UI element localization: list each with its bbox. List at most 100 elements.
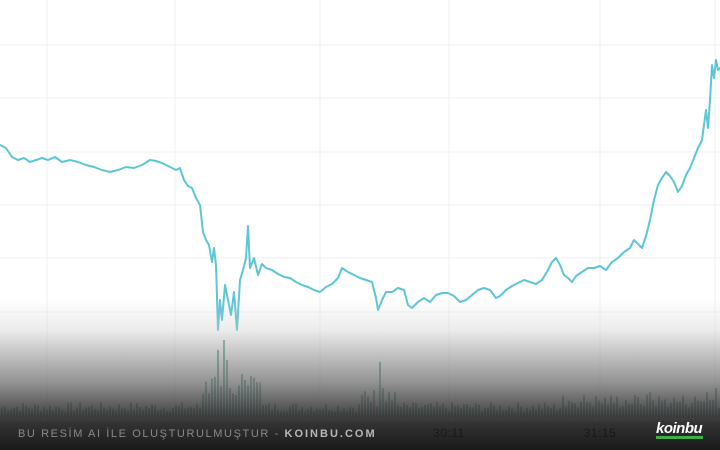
volume-bar (637, 396, 639, 418)
volume-bar (439, 405, 441, 418)
volume-bar (472, 407, 474, 418)
volume-bar (463, 404, 465, 418)
volume-bar (484, 408, 486, 418)
volume-bar (187, 407, 189, 418)
volume-bar (628, 404, 630, 418)
volume-bar (214, 376, 216, 418)
volume-bar (652, 400, 654, 418)
volume-bar (331, 410, 333, 418)
volume-bar (31, 409, 33, 418)
volume-bar (148, 407, 150, 418)
volume-bar (295, 403, 297, 418)
logo-underline (656, 436, 703, 439)
volume-bar (127, 411, 129, 418)
volume-bar (22, 403, 24, 418)
volume-bar (316, 408, 318, 418)
volume-bar (712, 399, 714, 418)
volume-bar (442, 403, 444, 418)
volume-bar (634, 395, 636, 418)
volume-bar (364, 391, 366, 418)
volume-bar (619, 406, 621, 418)
volume-bar (595, 396, 597, 418)
volume-bar (241, 374, 243, 418)
volume-bar (421, 407, 423, 418)
volume-bar (568, 401, 570, 418)
volume-bar (673, 397, 675, 418)
volume-bar (199, 407, 201, 418)
volume-bar (664, 399, 666, 418)
volume-bar (646, 394, 648, 418)
x-axis-tick-label: 31:15 (583, 426, 617, 440)
volume-bar (262, 405, 264, 418)
volume-bar (91, 405, 93, 418)
volume-bar (25, 406, 27, 418)
volume-bar (265, 405, 267, 418)
volume-bar (82, 410, 84, 418)
volume-bar (28, 407, 30, 418)
volume-bar (178, 405, 180, 418)
volume-bar (670, 402, 672, 418)
volume-bar (298, 410, 300, 418)
volume-bar (346, 410, 348, 418)
volume-bar (100, 402, 102, 418)
volume-bar (184, 408, 186, 418)
volume-bar (208, 393, 210, 418)
volume-bar (310, 407, 312, 418)
volume-bar (94, 409, 96, 418)
volume-bar (352, 407, 354, 418)
volume-bar (571, 402, 573, 418)
volume-bar (112, 408, 114, 418)
volume-bar (34, 404, 36, 418)
volume-bar (502, 410, 504, 418)
volume-bar (229, 388, 231, 418)
volume-bar (361, 394, 363, 418)
volume-bar (517, 402, 519, 418)
volume-bar (679, 401, 681, 418)
volume-bar (415, 403, 417, 418)
volume-bar (367, 396, 369, 418)
volume-bar (700, 401, 702, 418)
volume-bar (598, 400, 600, 418)
volume-bar (130, 402, 132, 418)
volume-bar (64, 411, 66, 418)
volume-bar (541, 408, 543, 418)
volume-bar (703, 401, 705, 418)
volume-bar (283, 411, 285, 418)
volume-bar (694, 396, 696, 418)
volume-bar (133, 409, 135, 418)
volume-bar (142, 409, 144, 418)
volume-bar (46, 409, 48, 418)
volume-bar (640, 404, 642, 418)
volume-bar (85, 407, 87, 418)
volume-bar (529, 410, 531, 418)
volume-bar (181, 402, 183, 418)
volume-bar (493, 405, 495, 418)
volume-bar (616, 396, 618, 418)
volume-bar (70, 402, 72, 418)
volume-bar (106, 409, 108, 418)
volume-bar (97, 410, 99, 418)
volume-bar (523, 411, 525, 418)
volume-bar (538, 404, 540, 418)
volume-bar (55, 406, 57, 418)
volume-bar (601, 403, 603, 418)
volume-bar (277, 410, 279, 418)
volume-bar (37, 405, 39, 418)
volume-bar (553, 403, 555, 418)
volume-bar (586, 402, 588, 418)
volume-bar (76, 407, 78, 418)
volume-bar (379, 362, 381, 418)
watermark: BU RESİM AI İLE OLUŞTURULMUŞTUR - KOINBU… (18, 428, 377, 440)
volume-bar (10, 409, 12, 418)
x-axis-tick-label: 30:11 (433, 426, 465, 440)
volume-bar (349, 407, 351, 418)
volume-bar (466, 404, 468, 418)
volume-bar (301, 407, 303, 418)
volume-bar (373, 390, 375, 418)
volume-bar (52, 410, 54, 418)
volume-bar (427, 404, 429, 418)
volume-bar (403, 402, 405, 418)
volume-bar (478, 404, 480, 418)
volume-bar (697, 400, 699, 418)
